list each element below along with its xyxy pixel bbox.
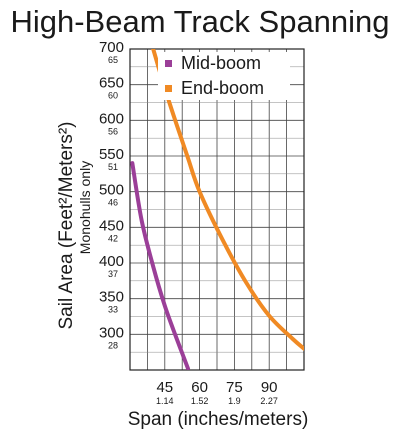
y-tick-sublabel-51: 51 — [108, 162, 118, 172]
x-tick-labels: 451.14 601.52 751.9 902.27 — [156, 379, 278, 406]
y-axis-sublabel: Monohulls only — [77, 161, 93, 254]
legend-label-mid-boom: Mid-boom — [181, 53, 261, 73]
legend-swatch-end-boom — [165, 85, 172, 92]
y-tick-label-300: 300 — [99, 324, 124, 341]
y-tick-label-650: 650 — [99, 75, 124, 92]
y-tick-sublabel-37: 37 — [108, 269, 118, 279]
y-tick-label-400: 400 — [99, 253, 124, 270]
x-tick-label-45: 45 — [156, 379, 173, 396]
y-tick-sublabel-42: 42 — [108, 233, 118, 243]
x-tick-sublabel-1.52: 1.52 — [191, 396, 209, 406]
series-line-mid-boom — [130, 161, 190, 370]
x-tick-sublabel-1.14: 1.14 — [156, 396, 174, 406]
y-tick-sublabel-28: 28 — [108, 340, 118, 350]
y-tick-label-500: 500 — [99, 182, 124, 199]
legend-swatch-mid-boom — [165, 60, 172, 67]
y-tick-label-600: 600 — [99, 110, 124, 127]
x-tick-sublabel-2.27: 2.27 — [260, 396, 278, 406]
y-tick-sublabel-33: 33 — [108, 305, 118, 315]
y-axis-label: Sail Area (Feet²/Meters²) — [56, 122, 77, 330]
y-tick-sublabel-60: 60 — [108, 91, 118, 101]
y-tick-label-350: 350 — [99, 289, 124, 306]
y-tick-label-550: 550 — [99, 146, 124, 163]
x-tick-label-75: 75 — [226, 379, 243, 396]
legend-label-end-boom: End-boom — [181, 78, 264, 98]
x-tick-label-60: 60 — [191, 379, 208, 396]
chart-title: High-Beam Track Spanning — [10, 4, 390, 39]
plot-frame — [129, 48, 305, 371]
y-tick-sublabel-46: 46 — [108, 198, 118, 208]
x-tick-sublabel-1.9: 1.9 — [228, 396, 241, 406]
y-tick-sublabel-56: 56 — [108, 126, 118, 136]
y-tick-sublabel-65: 65 — [108, 55, 118, 65]
series-line-end-boom — [151, 49, 304, 351]
series-lines — [130, 49, 304, 370]
y-tick-label-700: 700 — [99, 39, 124, 56]
y-tick-label-450: 450 — [99, 217, 124, 234]
x-tick-label-90: 90 — [261, 379, 278, 396]
legend-background — [158, 52, 290, 100]
x-axis-label: Span (inches/meters) — [128, 409, 309, 430]
legend: Mid-boom End-boom — [158, 52, 290, 100]
